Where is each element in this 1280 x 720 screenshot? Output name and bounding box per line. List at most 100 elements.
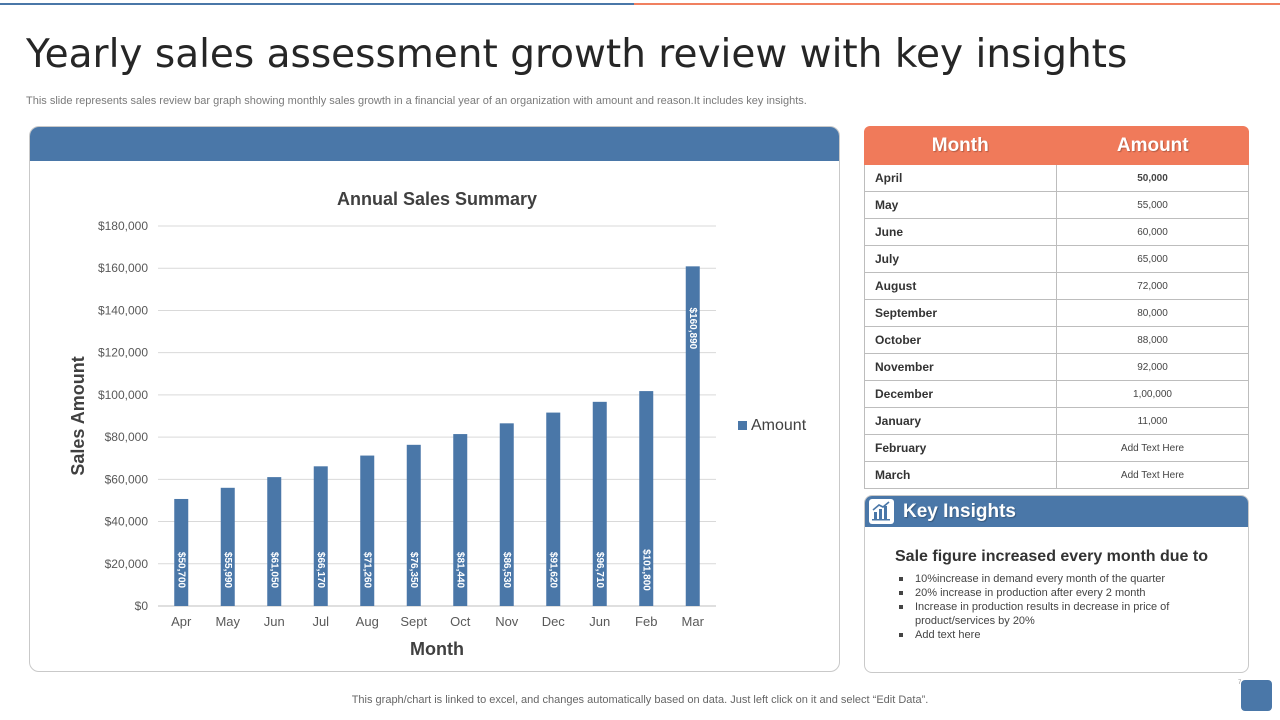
- bar-data-label: $76,350: [408, 552, 419, 589]
- x-tick-label: Feb: [635, 614, 657, 629]
- table-cell-amount: 80,000: [1137, 308, 1168, 319]
- bar-data-label: $71,260: [362, 552, 373, 589]
- table-body: April 50,000 May 55,000 June 60,000 July 65,000…: [864, 165, 1249, 489]
- chart-card-header: [30, 127, 839, 161]
- x-tick-label: May: [215, 614, 240, 629]
- bar: [592, 401, 607, 606]
- table-cell-month: February: [865, 435, 1057, 461]
- table-row: October 88,000: [865, 327, 1248, 354]
- x-tick-label: Sept: [400, 614, 427, 629]
- table-cell-amount: 11,000: [1137, 416, 1168, 427]
- legend-label: Amount: [751, 417, 807, 434]
- table-cell-amount: Add Text Here: [1120, 443, 1185, 454]
- table-cell-amount: 60,000: [1137, 227, 1168, 238]
- table-cell-amount: 50,000: [1137, 173, 1168, 184]
- table-cell-amount: 55,000: [1137, 200, 1168, 211]
- chart-card[interactable]: Annual Sales Summary $0 $20,000 $40,000 $60,…: [29, 126, 840, 672]
- page-number: 7: [1238, 680, 1242, 686]
- table-cell-amount: 92,000: [1137, 362, 1168, 373]
- insight-item: Increase in production results in decrea…: [899, 600, 1229, 628]
- table-cell-month: August: [865, 273, 1057, 299]
- x-tick-label: Oct: [450, 614, 471, 629]
- table-row: November 92,000: [865, 354, 1248, 381]
- top-accent-line-blue: [0, 3, 634, 5]
- insight-item: Add text here: [899, 628, 1229, 642]
- table-cell-month: May: [865, 192, 1057, 218]
- bar: [360, 455, 375, 606]
- y-tick-label: $180,000: [98, 219, 148, 233]
- table-cell-amount: 1,00,000: [1133, 389, 1172, 400]
- y-tick-label: $60,000: [105, 472, 149, 486]
- monthly-amount-table: Month Amount April 50,000 May 55,000 June 60,…: [864, 126, 1249, 491]
- bar: [174, 498, 189, 606]
- table-cell-month: January: [865, 408, 1057, 434]
- table-header-amount: Amount: [1116, 135, 1189, 156]
- y-tick-label: $0: [135, 599, 149, 613]
- growth-chart-icon: [869, 499, 894, 524]
- insight-item: 10%increase in demand every month of the…: [899, 572, 1229, 586]
- table-cell-month: November: [865, 354, 1057, 380]
- table-row: March Add Text Here: [865, 462, 1248, 489]
- table-cell-month: April: [865, 165, 1057, 191]
- bar-data-label: $81,440: [455, 552, 466, 589]
- legend-swatch: [738, 421, 747, 430]
- y-tick-label: $40,000: [105, 515, 149, 529]
- table-cell-amount: 72,000: [1137, 281, 1168, 292]
- table-cell-month: October: [865, 327, 1057, 353]
- table-cell-month: June: [865, 219, 1057, 245]
- x-axis-label: Month: [410, 639, 464, 659]
- key-insights-title: Key Insights: [903, 501, 1016, 522]
- table-cell-amount: 88,000: [1137, 335, 1168, 346]
- table-row: May 55,000: [865, 192, 1248, 219]
- key-insights-heading: Sale figure increased every month due to: [895, 548, 1208, 565]
- sales-bar-chart[interactable]: Annual Sales Summary $0 $20,000 $40,000 $60,…: [30, 127, 840, 672]
- table-row: September 80,000: [865, 300, 1248, 327]
- x-tick-label: Dec: [542, 614, 566, 629]
- y-axis-label: Sales Amount: [68, 356, 88, 475]
- bar: [639, 391, 654, 606]
- footer-note: This graph/chart is linked to excel, and…: [351, 694, 929, 706]
- bar-data-label: $91,620: [548, 552, 559, 589]
- y-tick-label: $140,000: [98, 303, 148, 317]
- bar-data-label: $160,890: [687, 307, 698, 349]
- table-row: December 1,00,000: [865, 381, 1248, 408]
- x-tick-label: Jun: [589, 614, 610, 629]
- bar-data-label: $61,050: [269, 552, 280, 589]
- table-row: February Add Text Here: [865, 435, 1248, 462]
- table-cell-month: September: [865, 300, 1057, 326]
- table-row: June 60,000: [865, 219, 1248, 246]
- table-row: April 50,000: [865, 165, 1248, 192]
- bar-data-label: $55,990: [222, 552, 233, 589]
- bar: [546, 412, 561, 606]
- page-title: Yearly sales assessment growth review wi…: [26, 32, 1128, 77]
- y-tick-label: $160,000: [98, 261, 148, 275]
- y-tick-label: $100,000: [98, 388, 148, 402]
- bar-data-label: $50,700: [176, 552, 187, 589]
- x-tick-label: Nov: [495, 614, 519, 629]
- insight-item: 20% increase in production after every 2…: [899, 586, 1229, 600]
- bar-data-label: $96,710: [594, 552, 605, 589]
- bar: [453, 434, 468, 606]
- bar-data-label: $101,800: [641, 549, 652, 591]
- table-cell-amount: 65,000: [1137, 254, 1168, 265]
- key-insights-list: 10%increase in demand every month of the…: [899, 572, 1229, 642]
- table-header: Month Amount: [864, 126, 1249, 165]
- table-row: July 65,000: [865, 246, 1248, 273]
- bar-data-label: $86,530: [501, 552, 512, 589]
- table-cell-month: July: [865, 246, 1057, 272]
- y-tick-label: $120,000: [98, 346, 148, 360]
- bar-data-label: $66,170: [315, 552, 326, 589]
- table-cell-month: March: [865, 462, 1057, 488]
- bar: [267, 477, 282, 606]
- bar: [406, 444, 421, 606]
- page-subtitle: This slide represents sales review bar g…: [26, 95, 807, 107]
- bar: [313, 466, 328, 606]
- x-tick-label: Jul: [312, 614, 329, 629]
- corner-decoration: [1241, 680, 1272, 711]
- bar: [220, 487, 235, 606]
- x-tick-label: Apr: [171, 614, 192, 629]
- table-header-month: Month: [931, 135, 989, 156]
- bar: [499, 423, 514, 606]
- bar: [685, 266, 700, 606]
- key-insights-header: Key Insights: [865, 496, 1248, 527]
